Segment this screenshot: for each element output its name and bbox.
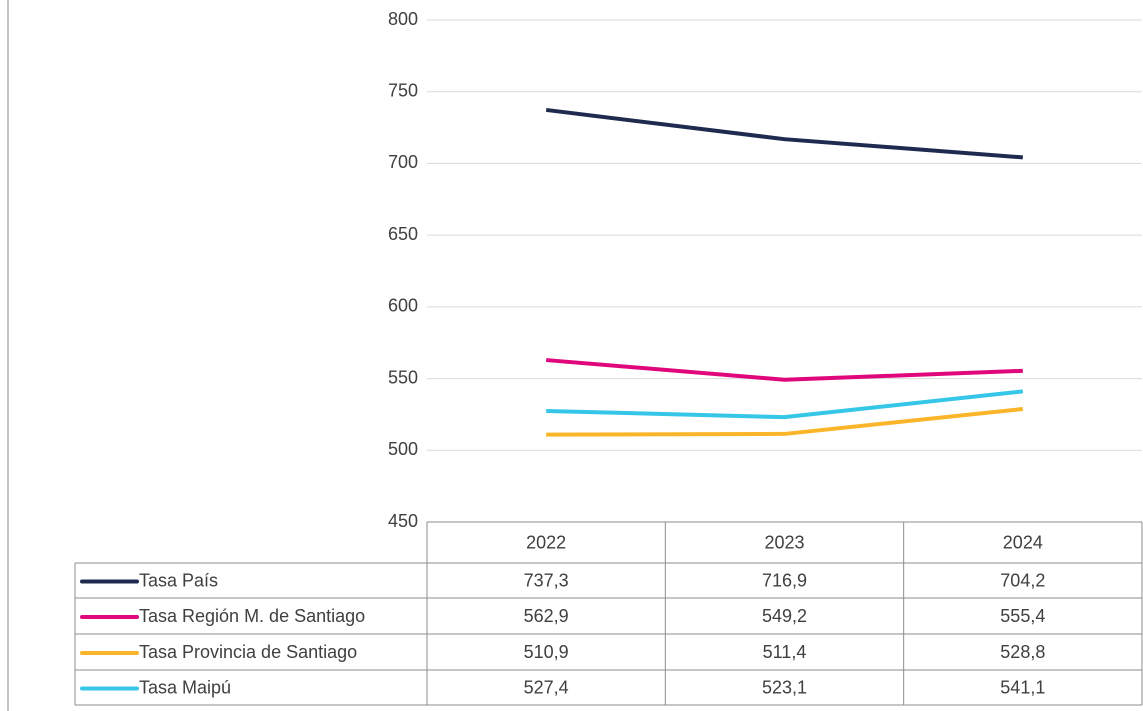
y-tick-label: 600 xyxy=(388,296,418,316)
y-tick-label: 800 xyxy=(388,9,418,29)
line-series xyxy=(545,107,1023,160)
legend-label: Tasa Maipú xyxy=(139,677,231,697)
line-series xyxy=(546,406,1024,437)
table-value: 716,9 xyxy=(762,570,807,590)
table-value: 549,2 xyxy=(762,606,807,626)
table-value: 562,9 xyxy=(524,606,569,626)
y-tick-label: 500 xyxy=(388,439,418,459)
table-value: 704,2 xyxy=(1000,570,1045,590)
table-value: 528,8 xyxy=(1000,642,1045,662)
legend-label: Tasa Provincia de Santiago xyxy=(139,642,357,662)
line-series xyxy=(546,389,1024,420)
x-tick-label: 2023 xyxy=(764,532,804,552)
legend-label: Tasa País xyxy=(139,570,218,590)
x-tick-label: 2024 xyxy=(1003,532,1043,552)
y-tick-label: 450 xyxy=(388,511,418,531)
table-value: 555,4 xyxy=(1000,606,1045,626)
y-tick-label: 550 xyxy=(388,367,418,387)
table-value: 510,9 xyxy=(524,642,569,662)
table-value: 511,4 xyxy=(763,642,807,662)
y-tick-label: 650 xyxy=(388,224,418,244)
table-value: 527,4 xyxy=(524,677,569,697)
x-tick-label: 2022 xyxy=(526,532,566,552)
line-series xyxy=(546,358,1023,382)
y-tick-label: 750 xyxy=(388,80,418,100)
table-value: 541,1 xyxy=(1000,677,1045,697)
legend-label: Tasa Región M. de Santiago xyxy=(139,606,365,626)
table-value: 737,3 xyxy=(524,570,569,590)
table-value: 523,1 xyxy=(762,677,807,697)
y-tick-label: 700 xyxy=(388,152,418,172)
